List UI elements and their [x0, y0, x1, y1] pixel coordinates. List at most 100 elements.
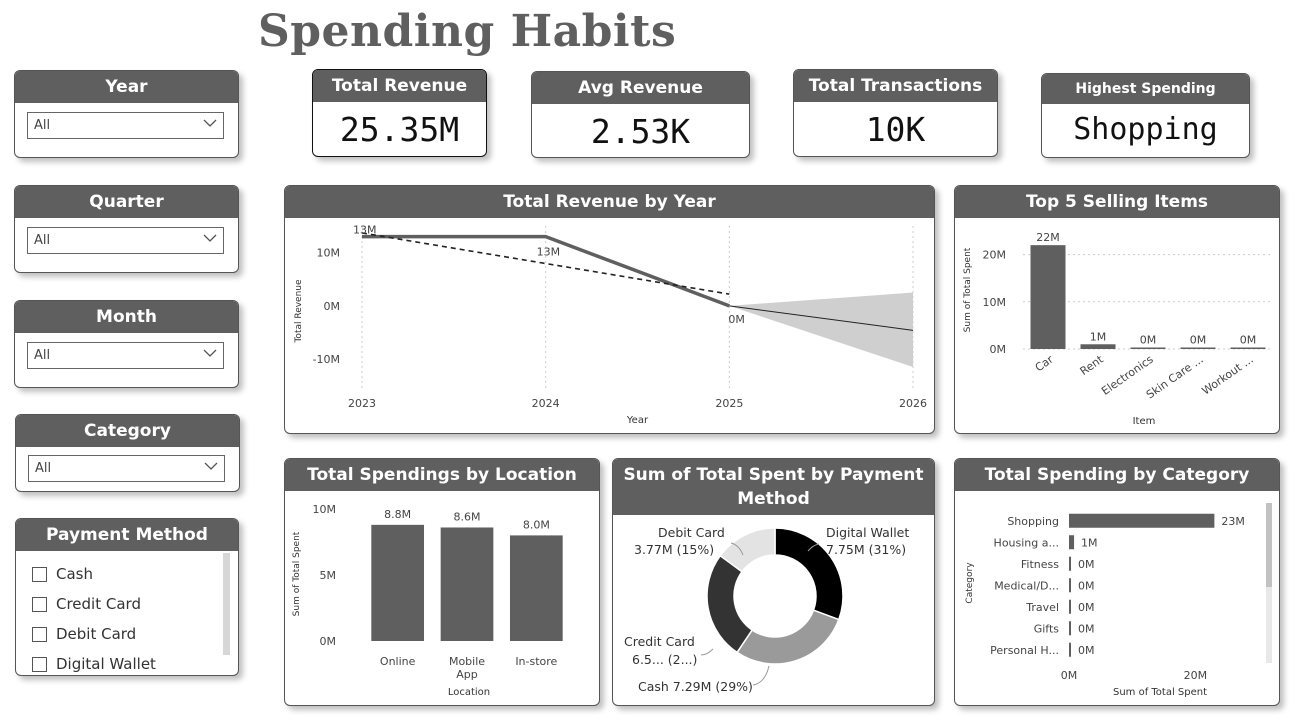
slicer-year-label: Year	[15, 71, 238, 103]
bar	[1230, 347, 1266, 349]
x-axis-title: Location	[448, 687, 490, 698]
data-label: 0M	[1240, 334, 1257, 347]
donut-slice	[736, 609, 840, 665]
slice-value-label: 6.5... (2...)	[632, 652, 697, 667]
y-axis-title: Total Revenue	[294, 279, 304, 344]
data-label: 22M	[1036, 231, 1060, 244]
year-dropdown[interactable]: All	[27, 112, 224, 139]
y-tick-label: Gifts	[1034, 622, 1060, 635]
y-axis-title: Sum of Total Spent	[292, 531, 302, 616]
y-tick-label: Personal H...	[990, 644, 1059, 657]
forecast-band	[729, 292, 913, 368]
x-tick-label: 0M	[1061, 669, 1078, 682]
slice-value-label: 3.77M (15%)	[634, 542, 714, 557]
y-tick-label: Shopping	[1007, 515, 1059, 528]
chart-title: Top 5 Selling Items	[955, 186, 1279, 218]
bar	[1069, 642, 1071, 657]
payment-option-digital-wallet[interactable]: Digital Wallet	[32, 649, 218, 675]
x-axis-title: Year	[626, 415, 649, 426]
x-tick-label: 20M	[1184, 669, 1208, 682]
chart-spend-by-location: Total Spendings by Location 10M 5M 0M 8.8M O…	[284, 458, 600, 706]
data-label: 0M	[1190, 334, 1207, 347]
x-axis-title: Sum of Total Spent	[1113, 687, 1207, 698]
slicer-category: Category All	[15, 414, 240, 492]
bar	[1180, 347, 1216, 349]
slicer-payment-method-label: Payment Method	[16, 519, 238, 551]
chart-spend-by-category: Total Spending by Category Shopping 23M Ho…	[954, 458, 1280, 706]
chevron-down-icon	[203, 349, 217, 357]
quarter-dropdown[interactable]: All	[27, 227, 224, 254]
month-dropdown-value: All	[34, 348, 51, 363]
trend-line	[361, 232, 730, 295]
checkbox[interactable]	[32, 626, 47, 642]
bar	[1069, 621, 1071, 636]
y-tick-label: Housing a...	[994, 536, 1059, 549]
leader-line	[730, 542, 744, 556]
bar	[1069, 535, 1075, 550]
slicer-category-label: Category	[16, 415, 239, 447]
scrollbar[interactable]	[223, 553, 230, 655]
data-label: 0M	[1078, 601, 1095, 614]
revenue-line-chart: 2023 2024 2025 2026 10M 0M -10M 13M 13M 0M Year Tot…	[294, 224, 927, 426]
payment-option-debit-card[interactable]: Debit Card	[32, 619, 218, 649]
kpi-value: 25.35M	[339, 110, 460, 149]
y-tick-label: Medical/D...	[994, 579, 1059, 592]
chart-title: Total Revenue by Year	[285, 186, 934, 218]
chevron-down-icon	[204, 462, 218, 470]
payment-donut-chart: Digital Wallet 7.75M (31%) Cash 7.29M (29%…	[624, 525, 909, 694]
y-tick-label: 0M	[320, 635, 337, 648]
bar	[1069, 556, 1071, 571]
chevron-down-icon	[203, 234, 217, 242]
checkbox[interactable]	[32, 596, 47, 612]
data-label: 13M	[537, 246, 561, 259]
x-tick-label: Workout ...	[1200, 353, 1256, 398]
kpi-value: 2.53K	[590, 112, 691, 151]
donut-slice	[706, 554, 754, 654]
slicer-payment-method: Payment Method Cash Credit Card Debit Ca…	[15, 518, 239, 676]
kpi-value: 10K	[865, 110, 926, 149]
kpi-label: Total Revenue	[313, 70, 486, 102]
x-axis-title: Item	[1133, 416, 1156, 427]
data-label: 23M	[1221, 515, 1245, 528]
data-label: 1M	[1081, 536, 1098, 549]
checkbox[interactable]	[32, 566, 47, 582]
data-label: 1M	[1090, 330, 1107, 343]
chart-title: Sum of Total Spent by Payment Method	[613, 459, 934, 515]
bar	[1069, 578, 1071, 593]
data-label: 8.6M	[454, 510, 481, 523]
bar	[371, 524, 425, 641]
data-label: 8.0M	[523, 518, 550, 531]
bar	[1069, 599, 1071, 614]
leader-line	[807, 543, 820, 552]
quarter-dropdown-value: All	[34, 233, 51, 248]
x-tick-label: 2023	[348, 397, 376, 410]
x-tick-label: Online	[380, 655, 416, 668]
slice-label: Credit Card	[624, 634, 695, 649]
checkbox[interactable]	[32, 656, 47, 672]
category-dropdown[interactable]: All	[28, 455, 225, 482]
month-dropdown[interactable]: All	[27, 342, 224, 369]
bar	[1030, 245, 1066, 349]
bar	[1069, 513, 1215, 528]
scrollbar-thumb	[1266, 503, 1272, 587]
chart-title: Total Spendings by Location	[285, 459, 599, 491]
forecast-line	[729, 305, 914, 331]
y-tick-label: Fitness	[1021, 558, 1059, 571]
payment-option-credit-card[interactable]: Credit Card	[32, 589, 218, 619]
data-label: 13M	[353, 224, 377, 237]
donut-slice	[774, 527, 844, 621]
y-tick-label: 0M	[324, 300, 341, 313]
payment-option-label: Debit Card	[56, 625, 137, 643]
kpi-label: Avg Revenue	[532, 72, 749, 104]
x-tick-label: 2024	[532, 397, 560, 410]
x-tick-label: 2026	[899, 397, 927, 410]
y-tick-label: 20M	[983, 249, 1007, 262]
leader-line	[700, 648, 714, 656]
payment-option-cash[interactable]: Cash	[32, 559, 218, 589]
data-label: 0M	[1078, 644, 1095, 657]
x-tick-label: 2025	[715, 397, 743, 410]
y-tick-label: 10M	[313, 503, 337, 516]
kpi-label: Highest Spending Category	[1042, 74, 1249, 127]
bar	[440, 527, 494, 641]
slicer-year: Year All	[14, 70, 239, 158]
